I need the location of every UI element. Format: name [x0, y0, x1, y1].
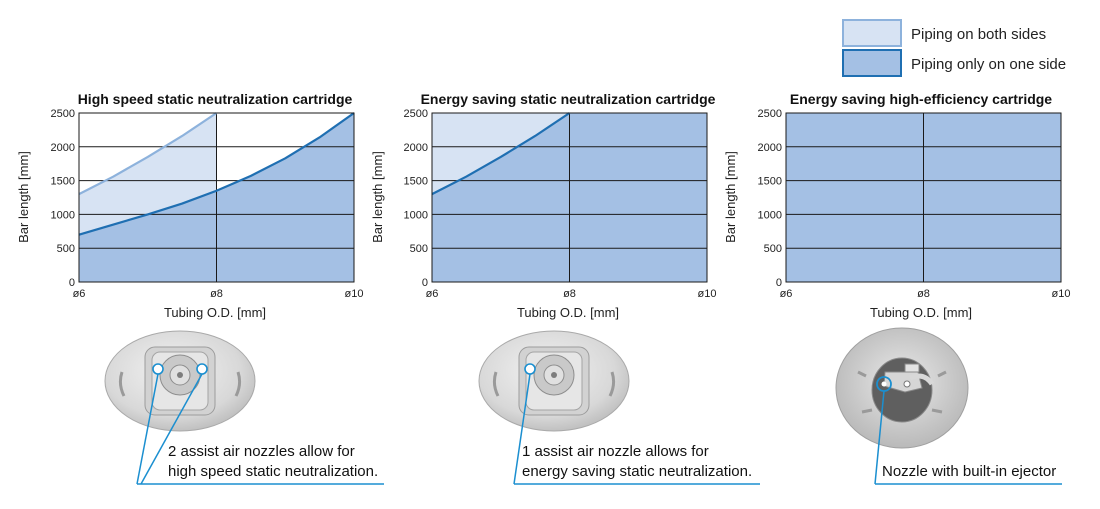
- cartridge-image-2: [478, 330, 630, 432]
- y-tick-label: 2000: [404, 142, 428, 154]
- chart-panel-2: Energy saving static neutralization cart…: [370, 91, 716, 320]
- y-tick-label: 1500: [51, 176, 75, 188]
- y-tick-label: 2000: [758, 142, 782, 154]
- y-tick-label: 1500: [404, 176, 428, 188]
- y-tick-label: 0: [776, 277, 782, 289]
- legend-label-both-sides: Piping on both sides: [911, 26, 1046, 43]
- series-line-both-sides: [78, 112, 218, 196]
- plot-frame: [785, 112, 1062, 283]
- y-tick-label: 1000: [51, 209, 75, 221]
- callout-2: 1 assist air nozzle allows for energy sa…: [513, 373, 760, 485]
- y-tick-label: 2500: [51, 108, 75, 120]
- y-tick-label: 2500: [758, 108, 782, 120]
- x-axis-label: Tubing O.D. [mm]: [870, 305, 972, 320]
- callout-text-line-2: energy saving static neutralization.: [522, 463, 752, 480]
- plot-frame: [78, 112, 355, 283]
- x-tick-label: ø8: [563, 288, 576, 300]
- callout-text-line-1: 1 assist air nozzle allows for: [522, 443, 709, 460]
- y-axis-label: Bar length [mm]: [370, 151, 385, 243]
- legend-swatch-both-sides: [842, 19, 902, 47]
- y-axis-label: Bar length [mm]: [723, 151, 738, 243]
- y-tick-label: 1500: [758, 176, 782, 188]
- y-tick-label: 1000: [758, 209, 782, 221]
- chart-title: Energy saving high-efficiency cartridge: [790, 91, 1052, 107]
- legend-label-one-side: Piping only on one side: [911, 56, 1066, 73]
- callout-text-line-2: high speed static neutralization.: [168, 463, 378, 480]
- callout-text-line-1: 2 assist air nozzles allow for: [168, 443, 355, 460]
- x-tick-label: ø6: [73, 288, 86, 300]
- cartridge-image-1: [104, 330, 256, 432]
- y-tick-label: 1000: [404, 209, 428, 221]
- x-axis-label: Tubing O.D. [mm]: [517, 305, 619, 320]
- series-line-one-side: [78, 112, 355, 236]
- y-axis-label: Bar length [mm]: [16, 151, 31, 243]
- y-tick-label: 2000: [51, 142, 75, 154]
- chart-title: High speed static neutralization cartrid…: [78, 91, 353, 107]
- x-axis-label: Tubing O.D. [mm]: [164, 305, 266, 320]
- x-tick-label: ø6: [780, 288, 793, 300]
- chart-panel-3: Energy saving high-efficiency cartridge …: [723, 91, 1070, 320]
- callout-3: Nozzle with built-in ejector: [874, 390, 1062, 485]
- y-tick-label: 0: [422, 277, 428, 289]
- chart-panel-1: High speed static neutralization cartrid…: [16, 91, 363, 320]
- y-tick-label: 2500: [404, 108, 428, 120]
- x-tick-label: ø10: [345, 288, 364, 300]
- legend-swatch-one-side: [842, 49, 902, 77]
- x-tick-label: ø8: [917, 288, 930, 300]
- y-tick-label: 500: [57, 243, 75, 255]
- legend: Piping on both sides Piping only on one …: [842, 19, 1066, 77]
- y-tick-label: 500: [410, 243, 428, 255]
- callout-1: 2 assist air nozzles allow for high spee…: [136, 373, 384, 485]
- plot-area: 0 500 1000 1500 2000 2500 ø6 ø8 ø10: [51, 108, 364, 300]
- y-tick-label: 0: [69, 277, 75, 289]
- series-line-one-side: [431, 112, 571, 196]
- plot-area: 0 500 1000 1500 2000 2500 ø6 ø8 ø10: [404, 108, 717, 300]
- x-tick-label: ø8: [210, 288, 223, 300]
- y-tick-label: 500: [764, 243, 782, 255]
- x-tick-label: ø10: [698, 288, 717, 300]
- cartridge-image-3: [835, 327, 969, 449]
- plot-area: 0 500 1000 1500 2000 2500 ø6 ø8 ø10: [758, 108, 1071, 300]
- chart-title: Energy saving static neutralization cart…: [421, 91, 716, 107]
- plot-frame: [431, 112, 708, 283]
- x-tick-label: ø6: [426, 288, 439, 300]
- callout-text-line-1: Nozzle with built-in ejector: [882, 463, 1056, 480]
- x-tick-label: ø10: [1052, 288, 1071, 300]
